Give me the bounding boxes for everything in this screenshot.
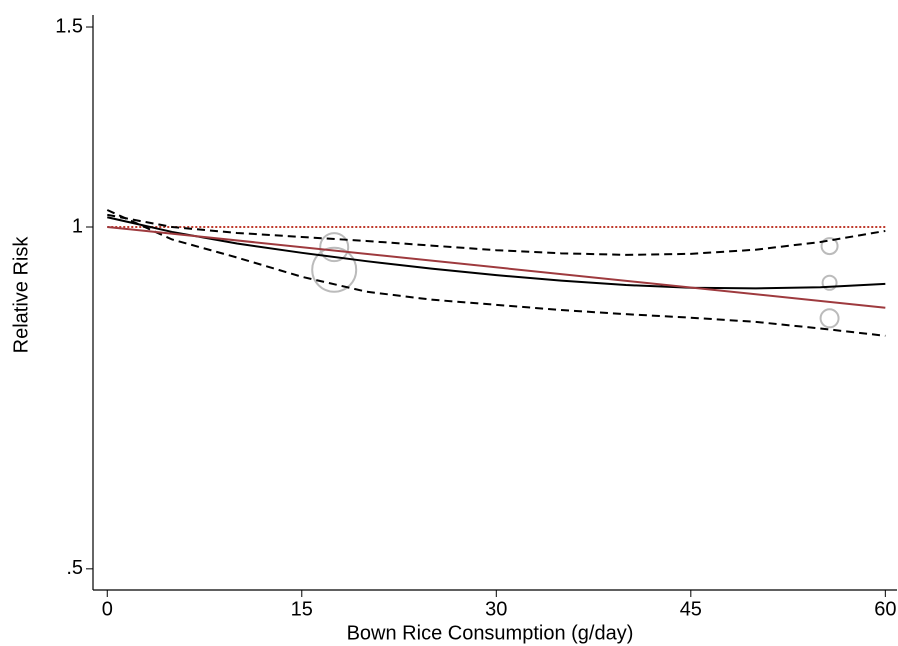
- study-point: [820, 237, 839, 256]
- y-tick-label: 1.5: [55, 15, 83, 37]
- y-tick-label: 1: [72, 215, 83, 237]
- series-line: [107, 216, 886, 290]
- study-point: [819, 308, 840, 329]
- series-line: [106, 209, 886, 337]
- x-axis-label: Bown Rice Consumption (g/day): [347, 622, 634, 644]
- study-point: [319, 232, 350, 263]
- study-point: [821, 274, 838, 291]
- series-line: [107, 225, 886, 309]
- x-tick-label: 60: [874, 598, 896, 620]
- y-tick-label: .5: [66, 557, 83, 579]
- x-tick-label: 0: [102, 598, 113, 620]
- x-tick-label: 15: [291, 598, 313, 620]
- x-tick-label: 30: [485, 598, 507, 620]
- y-axis-label: Relative Risk: [10, 236, 32, 354]
- study-point: [311, 246, 358, 293]
- x-tick-label: 45: [680, 598, 702, 620]
- series-line: [107, 213, 886, 256]
